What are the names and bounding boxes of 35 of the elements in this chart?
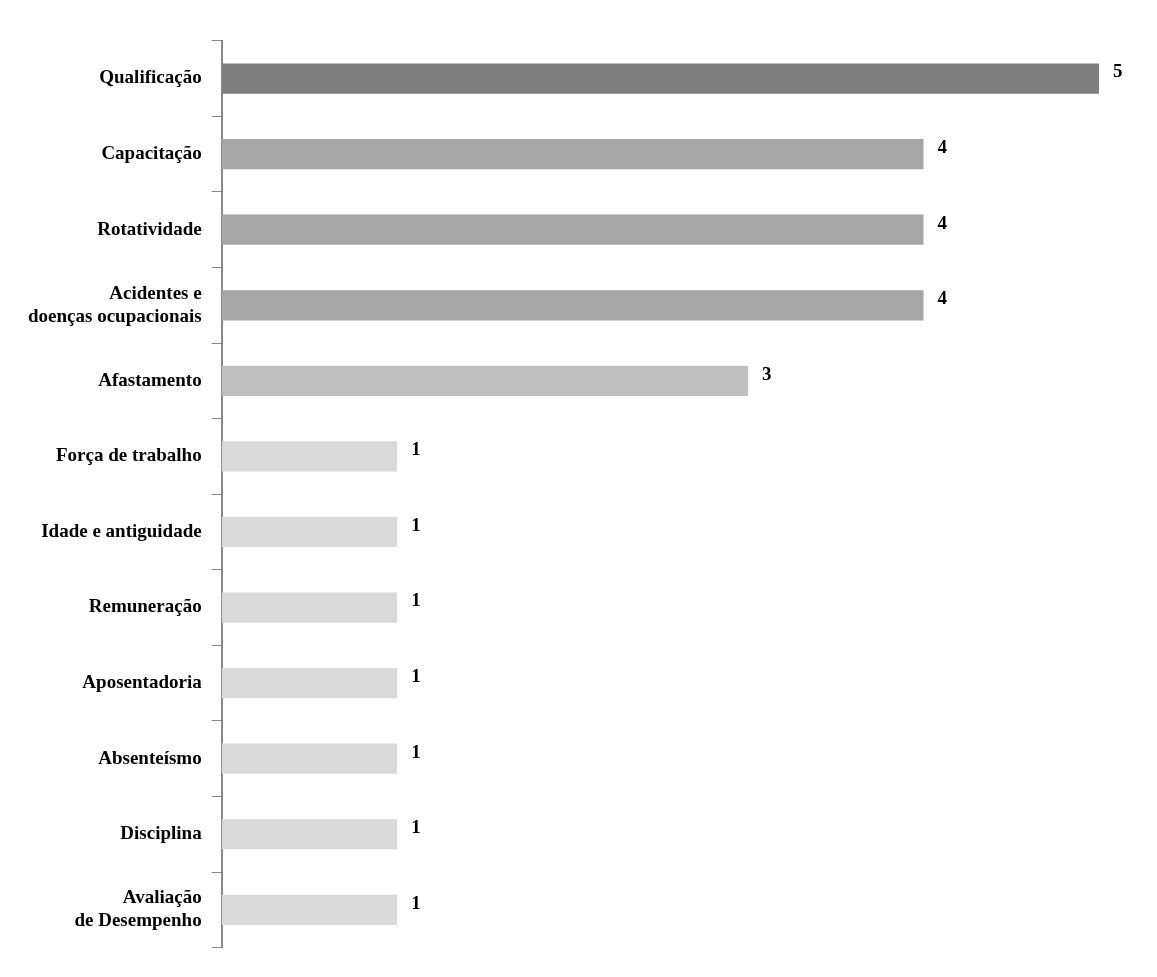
y-tick-label: Qualificação [99,66,202,88]
y-tick-label: Acidentes e doenças ocupacionais [27,281,202,326]
bar [221,441,398,472]
data-label: 1 [411,665,421,687]
y-tick-label: Aposentadoria [82,671,203,693]
bar [221,743,398,774]
data-label: 4 [937,211,948,233]
data-label: 3 [762,362,772,384]
y-tick-label: Rotatividade [97,217,202,239]
bar [221,365,749,396]
data-label: 4 [937,287,948,309]
data-label: 1 [411,513,421,535]
y-tick-label: Disciplina [120,822,203,844]
bar [221,290,924,321]
y-tick-label: Capacitação [101,142,202,164]
bar [221,516,398,548]
data-label: 1 [411,589,421,611]
bar [221,668,398,699]
data-label: 1 [411,891,421,913]
y-tick-label: Absenteísmo [98,746,202,768]
y-tick-label: Remuneração [88,595,202,617]
data-label: 5 [1113,60,1123,82]
bar [221,139,924,170]
y-tick-label: Avaliação de Desempenho [74,886,202,931]
data-label: 1 [411,816,421,838]
bar [221,894,398,925]
data-label: 1 [411,438,421,460]
y-tick-label: Afastamento [98,368,202,390]
bar [221,592,398,623]
y-tick-label: Força de trabalho [56,444,202,466]
data-label: 4 [937,136,948,158]
bar [221,819,398,850]
bar [221,214,924,245]
data-label: 1 [411,740,421,762]
y-tick-label: Idade e antiguidade [41,519,202,541]
